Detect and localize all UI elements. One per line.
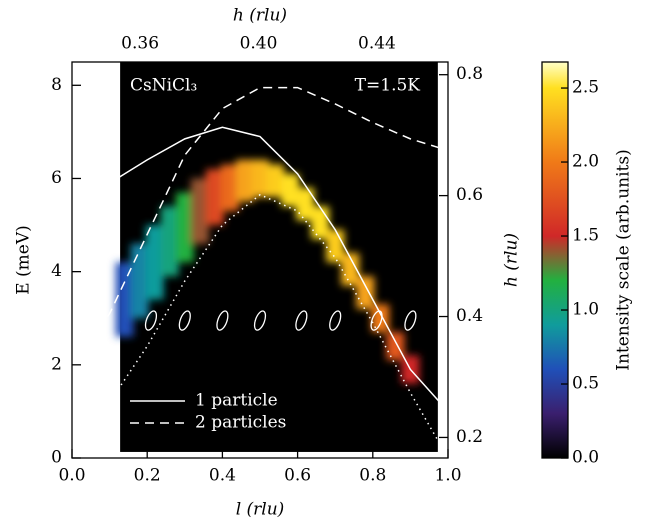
colorbar xyxy=(542,62,568,458)
legend-label: 2 particles xyxy=(195,413,286,433)
colorbar-label: Intensity scale (arb.units) xyxy=(614,149,634,371)
top-axis-label: h (rlu) xyxy=(233,6,287,26)
x-tick-label: 0.4 xyxy=(209,466,236,486)
colorbar-tick-label: 1.0 xyxy=(572,300,599,320)
top-x-tick-label: 0.44 xyxy=(358,34,396,54)
colorbar-tick-label: 1.5 xyxy=(572,226,599,246)
colorbar-tick-label: 2.0 xyxy=(572,152,599,172)
top-x-tick-label: 0.40 xyxy=(240,34,278,54)
top-x-tick-label: 0.36 xyxy=(121,34,159,54)
annotation: T=1.5K xyxy=(355,76,421,96)
heatmap-cell xyxy=(371,304,389,332)
y-tick-label: 2 xyxy=(51,354,62,374)
y-tick-label: 8 xyxy=(51,75,62,95)
y2-tick-label: 0.4 xyxy=(456,306,483,326)
colorbar-tick-label: 0.5 xyxy=(572,374,599,394)
y-tick-label: 0 xyxy=(51,448,62,468)
y2-tick-label: 0.8 xyxy=(456,64,483,84)
colorbar-tick-label: 0.0 xyxy=(572,448,599,468)
y2-tick-label: 0.2 xyxy=(456,427,483,447)
y2-tick-label: 0.6 xyxy=(456,185,483,205)
annotation: CsNiCl₃ xyxy=(130,76,197,96)
x-tick-label: 0.2 xyxy=(134,466,161,486)
x-axis-label: l (rlu) xyxy=(236,500,285,520)
legend-label: 1 particle xyxy=(195,391,278,411)
y-tick-label: 6 xyxy=(51,168,62,188)
y2-axis-label: h (rlu) xyxy=(502,233,522,287)
colorbar-tick-label: 2.5 xyxy=(572,78,599,98)
heatmap-cell xyxy=(356,276,374,309)
y-tick-label: 4 xyxy=(51,261,62,281)
x-tick-label: 0.0 xyxy=(58,466,85,486)
x-tick-label: 0.6 xyxy=(284,466,311,486)
x-tick-label: 1.0 xyxy=(434,466,461,486)
y-axis-label: E (meV) xyxy=(14,225,34,295)
x-tick-label: 0.8 xyxy=(359,466,386,486)
